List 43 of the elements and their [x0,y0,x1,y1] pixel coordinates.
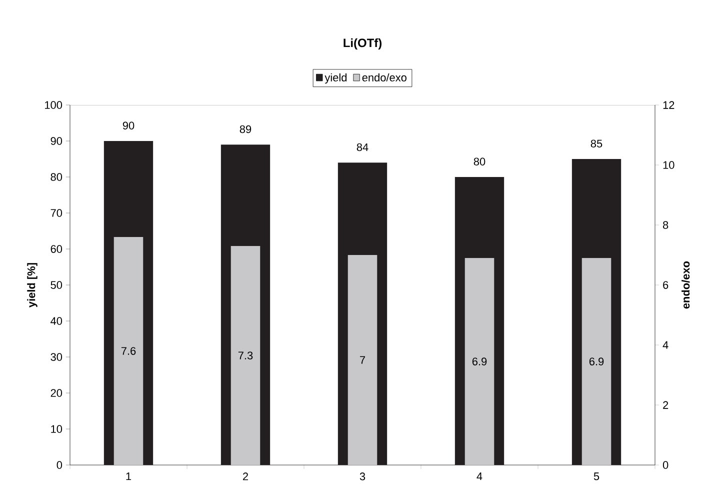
data-label: 90 [122,122,134,130]
x-tick-label: 1 [126,472,132,480]
data-label: 6.9 [589,358,604,366]
data-label: 6.9 [472,358,487,366]
y2-tick-label: 12 [663,101,674,109]
y-tick-label: 70 [50,209,62,217]
data-label: 7 [360,356,365,364]
data-label: 80 [474,158,486,166]
y2-tick-label: 6 [663,281,668,289]
y-tick-label: 50 [50,281,62,289]
y2-tick-label: 10 [663,161,674,169]
y-tick-label: 10 [51,425,62,433]
y-tick-label: 60 [50,245,62,253]
x-tick-label: 4 [476,472,482,480]
data-label: 89 [240,125,252,134]
data-label: 7.3 [238,352,253,360]
y-tick-label: 80 [50,173,62,181]
chart-title: Li(OTf) [344,38,382,50]
y2-tick-label: 4 [662,341,668,349]
y2-tick-label: 2 [663,401,668,409]
y-tick-label: 40 [50,317,62,325]
legend-label: endo/exo [362,73,406,82]
legend-label: yield [324,73,347,84]
bar [464,258,494,465]
y-tick-label: 20 [50,389,62,397]
y-tick-label: 100 [45,101,62,109]
data-label: 84 [356,143,368,152]
y-tick-label: 30 [50,353,62,361]
bar [114,236,144,465]
x-tick-label: 5 [594,472,600,480]
x-tick-label: 3 [360,472,366,480]
x-tick-label: 2 [243,472,248,480]
y-tick-label: 90 [50,137,62,145]
bar [348,254,378,465]
data-label: 7.6 [121,347,136,355]
y-axis-title: yield [%] [27,263,38,308]
bar [582,258,612,465]
y2-tick-label: 0 [662,461,668,469]
bar [230,246,260,465]
y-tick-label: 0 [56,461,62,469]
data-label: 85 [590,140,602,148]
y2-tick-label: 8 [662,221,668,229]
y2-axis-title: endo/exo [682,261,690,309]
